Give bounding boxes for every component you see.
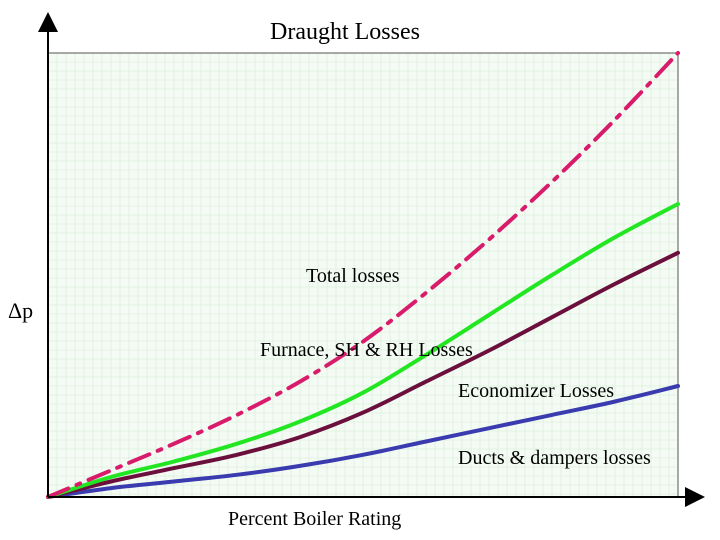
series-layer: [46, 51, 680, 499]
series-label-furnace-losses: Furnace, SH & RH Losses: [260, 339, 473, 361]
series-line-furnace-losses: [46, 202, 680, 499]
y-axis-label: Δp: [8, 298, 34, 323]
series-label-total-losses: Total losses: [306, 265, 400, 287]
series-label-economizer-losses: Economizer Losses: [458, 380, 615, 402]
series-line-total-losses: [46, 51, 680, 499]
series-line-ducts-dampers-losses: [46, 384, 680, 499]
series-label-ducts-dampers-losses: Ducts & dampers losses: [458, 447, 651, 469]
chart-title: Draught Losses: [270, 19, 420, 45]
x-axis-label: Percent Boiler Rating: [228, 508, 402, 530]
series-line-economizer-losses: [46, 250, 680, 499]
